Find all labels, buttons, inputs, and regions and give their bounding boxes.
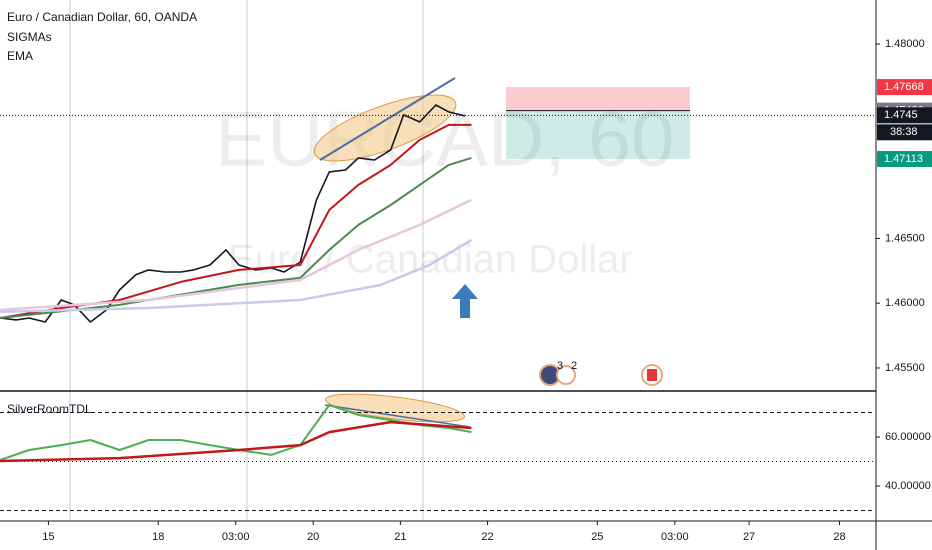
event-count: 2	[571, 360, 577, 372]
watermark-subtitle: Euro / Canadian Dollar	[228, 238, 633, 282]
x-tick-label: 22	[481, 531, 493, 543]
y-tick-label: 1.45500	[885, 362, 925, 374]
trend-line	[319, 77, 456, 161]
x-tick-label: 03:00	[222, 531, 250, 543]
series-line	[0, 198, 472, 312]
x-tick-label: 15	[42, 531, 54, 543]
price-tag	[877, 150, 932, 167]
event-flag	[647, 369, 657, 381]
series-line	[0, 238, 473, 314]
x-tick-label: 21	[394, 531, 406, 543]
countdown: 38:38	[890, 126, 918, 138]
price-tag	[877, 107, 932, 124]
price-tag-label: 1.47668	[884, 81, 924, 93]
x-tick-label: 03:00	[661, 531, 689, 543]
countdown-box	[877, 124, 932, 141]
x-tick-label: 18	[152, 531, 164, 543]
y-tick-label: 40.00000	[885, 480, 931, 492]
up-arrow	[452, 284, 478, 318]
event-flag	[556, 365, 576, 385]
stop-zone	[506, 87, 690, 111]
y-tick-label: 1.46500	[885, 232, 925, 244]
x-tick-label: 20	[307, 531, 319, 543]
y-tick-label: 1.46000	[885, 297, 925, 309]
pane-title: SilverRoomTDL	[7, 402, 92, 416]
series-line	[0, 420, 472, 463]
price-tag-label: 1.47113	[884, 153, 923, 165]
x-tick-label: 25	[591, 531, 603, 543]
indicator-label: SIGMAs	[7, 30, 52, 44]
price-tag	[877, 79, 932, 96]
x-tick-label: 28	[833, 531, 845, 543]
y-tick-label: 60.00000	[885, 431, 931, 443]
y-tick-label: 1.48000	[885, 38, 925, 50]
chart-title: Euro / Canadian Dollar, 60, OANDA	[7, 10, 197, 24]
drawings	[313, 77, 690, 428]
indicator-label: EMA	[7, 49, 33, 63]
trend-line	[324, 404, 471, 428]
target-zone	[506, 110, 690, 159]
highlight-ellipse	[313, 94, 457, 162]
highlight-ellipse	[325, 393, 465, 423]
x-tick-label: 27	[743, 531, 755, 543]
event-count: 3	[557, 360, 563, 372]
series-line	[0, 104, 466, 323]
price-tag-label: 1.4745	[884, 109, 918, 121]
